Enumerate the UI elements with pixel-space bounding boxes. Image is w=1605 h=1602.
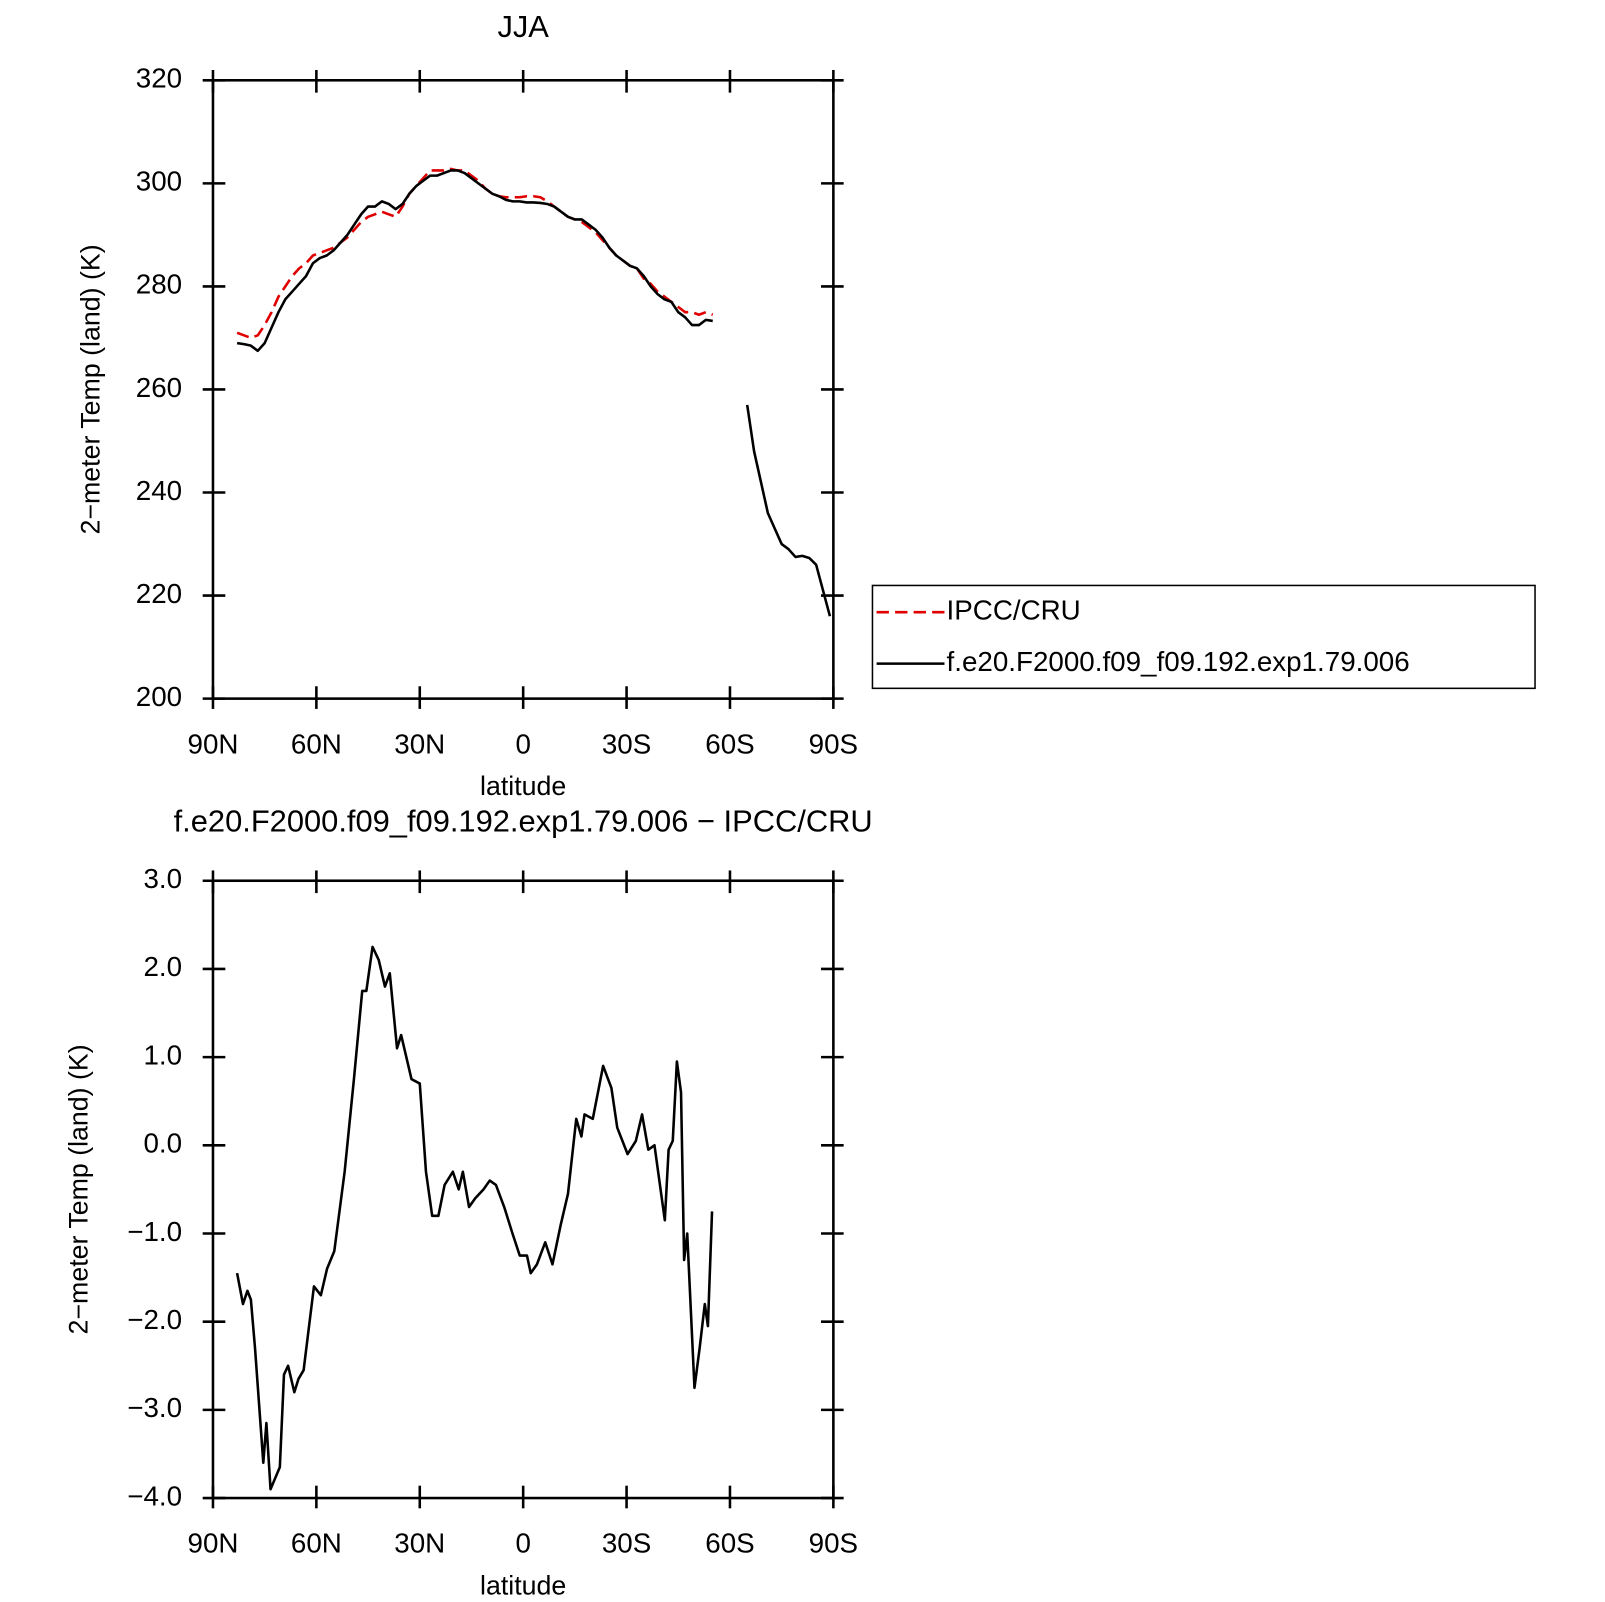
y-tick-label: 280 — [136, 269, 182, 300]
x-tick-label: 60S — [705, 728, 754, 759]
x-tick-label: 60N — [291, 1528, 342, 1559]
y-axis-label: 2−meter Temp (land) (K) — [76, 244, 106, 534]
x-axis-label: latitude — [480, 1571, 566, 1601]
x-axis-label: latitude — [480, 771, 566, 801]
y-tick-label: 1.0 — [143, 1039, 182, 1070]
x-tick-label: 30N — [394, 728, 445, 759]
x-tick-label: 90S — [809, 728, 858, 759]
x-tick-label: 90N — [188, 1528, 239, 1559]
x-tick-label: 0 — [515, 728, 530, 759]
y-tick-label: 200 — [136, 681, 182, 712]
data-line — [236, 169, 832, 617]
y-tick-label: −3.0 — [127, 1392, 182, 1423]
x-tick-label: 60S — [705, 1528, 754, 1559]
legend-label: IPCC/CRU — [947, 595, 1081, 626]
chart-title: f.e20.F2000.f09_f09.192.exp1.79.006 − IP… — [174, 803, 873, 838]
y-tick-label: 2.0 — [143, 951, 182, 982]
x-tick-label: 30N — [394, 1528, 445, 1559]
data-line — [235, 945, 714, 1491]
x-tick-label: 60N — [291, 728, 342, 759]
y-tick-label: 260 — [136, 372, 182, 403]
legend-box — [871, 584, 1536, 690]
y-tick-label: 220 — [136, 578, 182, 609]
y-tick-label: 240 — [136, 475, 182, 506]
x-tick-label: 0 — [515, 1528, 530, 1559]
y-tick-label: 300 — [136, 166, 182, 197]
y-tick-label: 320 — [136, 63, 182, 94]
y-tick-label: −1.0 — [127, 1216, 182, 1247]
x-tick-label: 30S — [602, 1528, 651, 1559]
plot-frame — [211, 879, 835, 1500]
y-tick-label: 3.0 — [143, 863, 182, 894]
legend-label: f.e20.F2000.f09_f09.192.exp1.79.006 — [947, 646, 1410, 677]
chart-title: JJA — [497, 9, 549, 44]
x-tick-label: 90N — [188, 728, 239, 759]
x-tick-label: 90S — [809, 1528, 858, 1559]
plot-frame — [211, 79, 835, 700]
y-tick-label: −4.0 — [127, 1480, 182, 1511]
y-tick-label: −2.0 — [127, 1304, 182, 1335]
y-tick-label: 0.0 — [143, 1128, 182, 1159]
x-tick-label: 30S — [602, 728, 651, 759]
y-axis-label: 2−meter Temp (land) (K) — [63, 1044, 93, 1334]
data-line — [236, 167, 714, 340]
